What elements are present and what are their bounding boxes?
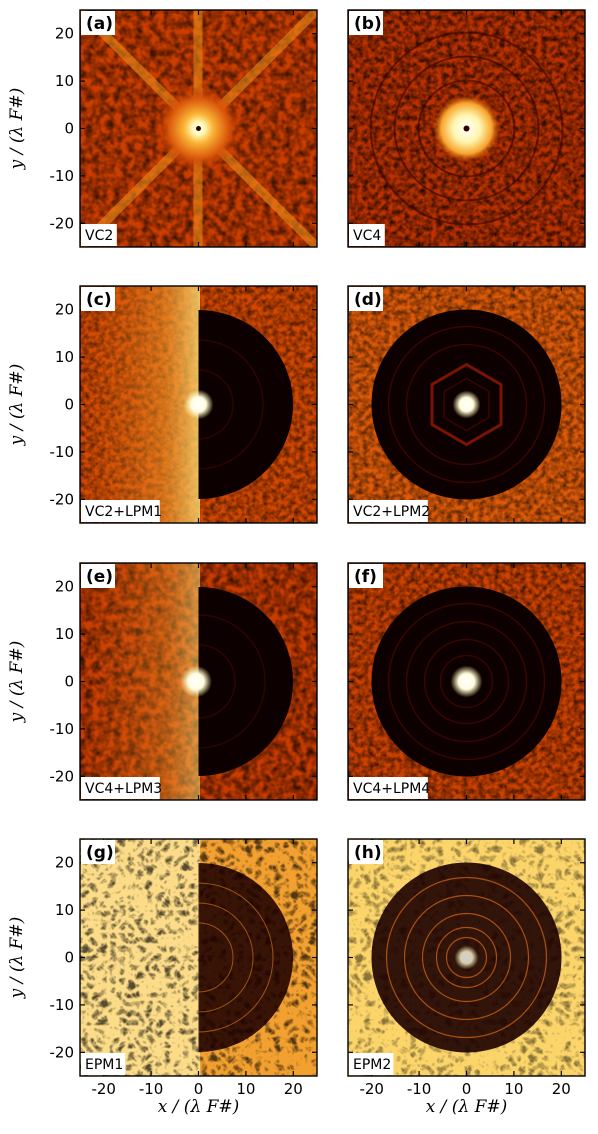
x-tick-label: -10 <box>407 1080 432 1098</box>
config-label: VC2 <box>85 228 113 244</box>
y-axis-label: y / (λ F#) <box>7 364 27 447</box>
config-label: EPM2 <box>353 1057 391 1073</box>
config-label-box <box>81 777 160 799</box>
x-tick-label: 10 <box>236 1080 255 1098</box>
y-tick-label: 0 <box>64 949 74 967</box>
panel-letter: (h) <box>354 843 382 863</box>
config-label-box <box>81 224 117 246</box>
x-tick-label: 0 <box>194 1080 204 1098</box>
y-tick-label: 20 <box>55 578 74 596</box>
panel-c <box>80 286 317 523</box>
x-axis-label: x / (λ F#) <box>158 1097 240 1117</box>
y-tick-label: 0 <box>64 120 74 138</box>
config-label-box <box>349 224 385 246</box>
panel-f <box>348 563 585 800</box>
x-tick-label: -20 <box>359 1080 384 1098</box>
panel-d <box>348 286 585 523</box>
config-label-box <box>349 777 428 799</box>
y-tick-label: -20 <box>50 214 75 232</box>
config-label: VC4 <box>353 228 381 244</box>
panel-letter-box <box>81 840 115 864</box>
panel-letter-box <box>349 840 383 864</box>
panel-letter-box <box>349 11 383 35</box>
x-tick-label: -20 <box>91 1080 116 1098</box>
panel-letter: (e) <box>86 567 113 587</box>
panel-a <box>80 10 317 247</box>
panel-letter-box <box>349 564 383 588</box>
config-label-box <box>349 1053 394 1075</box>
y-tick-label: 10 <box>55 625 74 643</box>
y-tick-label: -10 <box>50 443 75 461</box>
y-tick-label: -10 <box>50 167 75 185</box>
panel-e <box>80 563 317 800</box>
figure-axes-layer: 20 10 0 -10 -20 y / (λ F#) (a) VC2 (b) VC4 20 10 0 -1… <box>7 9 586 1117</box>
y-tick-label: 20 <box>55 854 74 872</box>
panel-letter: (a) <box>86 14 113 34</box>
panel-letter: (b) <box>354 14 382 34</box>
x-tick-label: -10 <box>139 1080 164 1098</box>
y-tick-label: -20 <box>50 490 75 508</box>
x-tick-label: 20 <box>284 1080 303 1098</box>
panel-b <box>348 10 585 247</box>
config-label-box <box>81 500 160 522</box>
panel-letter: (d) <box>354 290 382 310</box>
panel-letter-box <box>81 11 115 35</box>
y-tick-label: 0 <box>64 673 74 691</box>
panel-c-dark-hole <box>198 310 293 499</box>
config-label: VC2+LPM1 <box>85 504 162 520</box>
y-tick-label: 0 <box>64 396 74 414</box>
y-tick-label: 10 <box>55 348 74 366</box>
panel-letter: (c) <box>86 290 112 310</box>
y-tick-label: -10 <box>50 720 75 738</box>
y-tick-label: -10 <box>50 996 75 1014</box>
y-tick-label: 10 <box>55 901 74 919</box>
y-axis-label: y / (λ F#) <box>7 88 27 171</box>
y-tick-label: 10 <box>55 72 74 90</box>
y-tick-label: -20 <box>50 1043 75 1061</box>
config-label-box <box>349 500 428 522</box>
y-tick-label: 20 <box>55 301 74 319</box>
panel-letter-box <box>349 287 383 311</box>
y-axis-label: y / (λ F#) <box>7 917 27 1000</box>
config-label: EPM1 <box>85 1057 123 1073</box>
panel-g-dark-hole <box>198 862 293 1052</box>
panel-letter: (f) <box>354 567 377 587</box>
config-label: VC4+LPM3 <box>85 781 162 797</box>
config-label: VC2+LPM2 <box>353 504 430 520</box>
panel-letter-box <box>81 564 115 588</box>
x-tick-label: 0 <box>462 1080 472 1098</box>
panel-letter: (g) <box>86 843 114 863</box>
y-axis-label: y / (λ F#) <box>7 641 27 724</box>
x-tick-label: 20 <box>552 1080 571 1098</box>
config-label: VC4+LPM4 <box>353 781 430 797</box>
config-label-box <box>81 1053 126 1075</box>
y-tick-label: -20 <box>50 767 75 785</box>
panel-letter-box <box>81 287 115 311</box>
x-axis-label: x / (λ F#) <box>426 1097 508 1117</box>
panel-h <box>348 839 585 1076</box>
panel-g <box>80 839 317 1076</box>
y-tick-label: 20 <box>55 25 74 43</box>
panel-e-dark-hole <box>198 587 293 776</box>
x-tick-label: 10 <box>504 1080 523 1098</box>
